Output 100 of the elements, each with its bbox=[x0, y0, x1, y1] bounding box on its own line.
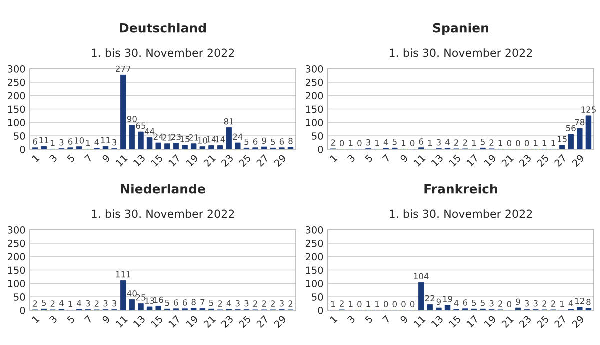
data-label: 23 bbox=[172, 134, 181, 140]
data-label: 13 bbox=[145, 298, 154, 304]
x-tick-label: 25 bbox=[536, 154, 550, 168]
data-label: 5 bbox=[42, 300, 46, 306]
data-label: 1 bbox=[68, 301, 72, 308]
data-label: 2 bbox=[463, 140, 468, 146]
data-label: 78 bbox=[575, 119, 585, 126]
x-tick-label: 7 bbox=[382, 154, 391, 163]
bar bbox=[156, 306, 162, 310]
data-label: 1 bbox=[534, 140, 538, 146]
data-label: 1 bbox=[402, 140, 406, 146]
data-label: 0 bbox=[402, 301, 406, 308]
data-label: 3 bbox=[112, 300, 117, 307]
x-tick-label: 19 bbox=[186, 154, 199, 167]
x-tick-label: 7 bbox=[84, 315, 93, 324]
data-label: 8 bbox=[586, 299, 591, 306]
x-tick-label: 1 bbox=[32, 316, 40, 324]
x-tick-label: 25 bbox=[536, 315, 550, 328]
bar bbox=[138, 132, 144, 150]
y-tick-label: 100 bbox=[8, 119, 26, 126]
data-label: 21 bbox=[189, 134, 198, 141]
data-label: 19 bbox=[443, 296, 452, 302]
data-label: 44 bbox=[144, 128, 155, 135]
data-label: 14 bbox=[207, 136, 216, 143]
bar bbox=[164, 144, 170, 150]
data-label: 1 bbox=[542, 140, 547, 146]
data-label: 0 bbox=[524, 140, 530, 146]
data-label: 3 bbox=[280, 300, 284, 307]
bar bbox=[577, 128, 583, 150]
chart-subtitle: 1. bis 30. November 2022 bbox=[390, 48, 532, 58]
bar bbox=[217, 146, 224, 150]
x-tick-label: 27 bbox=[554, 154, 567, 168]
x-tick-label: 11 bbox=[116, 154, 128, 167]
data-label: 0 bbox=[340, 140, 344, 146]
chart-subtitle: 1. bis 30. November 2022 bbox=[390, 210, 532, 218]
bar bbox=[200, 146, 206, 150]
data-label: 2 bbox=[542, 300, 546, 307]
data-label: 5 bbox=[209, 300, 214, 306]
x-tick-label: 1 bbox=[330, 154, 338, 163]
data-label: 16 bbox=[154, 296, 164, 304]
bar bbox=[235, 142, 241, 150]
data-label: 8 bbox=[288, 138, 293, 144]
y-tick-label: 150 bbox=[306, 266, 324, 274]
data-label: 0 bbox=[507, 301, 512, 308]
bar bbox=[129, 300, 136, 310]
data-label: 40 bbox=[127, 290, 137, 297]
x-tick-label: 11 bbox=[414, 154, 426, 167]
x-tick-label: 5 bbox=[364, 315, 374, 324]
data-label: 6 bbox=[280, 138, 284, 145]
data-label: 10 bbox=[74, 138, 84, 144]
data-label: 4 bbox=[59, 300, 64, 306]
y-tick-label: 0 bbox=[20, 306, 26, 314]
bar bbox=[191, 144, 197, 150]
data-label: 14 bbox=[216, 136, 226, 143]
x-tick-label: 21 bbox=[501, 315, 514, 328]
y-tick-label: 200 bbox=[8, 92, 26, 100]
x-tick-label: 5 bbox=[66, 154, 76, 163]
data-label: 1 bbox=[376, 301, 380, 308]
data-label: 5 bbox=[165, 300, 170, 306]
data-label: 12 bbox=[576, 298, 584, 304]
x-tick-label: 29 bbox=[572, 315, 585, 328]
data-label: 3 bbox=[436, 139, 441, 146]
data-label: 6 bbox=[182, 300, 188, 306]
x-tick-label: 17 bbox=[466, 315, 479, 328]
data-label: 5 bbox=[271, 138, 276, 146]
x-tick-label: 9 bbox=[102, 315, 111, 324]
data-label: 0 bbox=[384, 301, 388, 308]
x-tick-label: 11 bbox=[116, 316, 128, 328]
x-tick-label: 23 bbox=[518, 315, 532, 328]
bar bbox=[76, 146, 82, 150]
x-tick-label: 7 bbox=[382, 315, 391, 324]
data-label: 4 bbox=[446, 139, 450, 146]
data-label: 5 bbox=[472, 300, 476, 306]
y-tick-label: 100 bbox=[306, 119, 324, 126]
y-tick-label: 100 bbox=[8, 280, 26, 288]
data-label: 3 bbox=[104, 300, 108, 307]
data-label: 5 bbox=[244, 138, 249, 146]
data-label: 125 bbox=[582, 106, 596, 113]
x-tick-label: 3 bbox=[347, 315, 356, 324]
bar bbox=[208, 146, 214, 150]
data-label: 22 bbox=[425, 295, 435, 302]
chart-title: Frankreich bbox=[424, 184, 498, 194]
x-tick-label: 1 bbox=[330, 316, 338, 324]
x-tick-label: 15 bbox=[150, 315, 164, 328]
data-label: 2 bbox=[551, 300, 556, 307]
data-label: 3 bbox=[236, 300, 240, 307]
data-label: 1 bbox=[376, 140, 380, 146]
x-tick-label: 3 bbox=[49, 154, 58, 163]
data-label: 0 bbox=[392, 301, 398, 308]
data-label: 24 bbox=[154, 134, 164, 140]
data-label: 8 bbox=[192, 299, 196, 306]
bar bbox=[102, 146, 109, 150]
data-label: 2 bbox=[218, 300, 222, 307]
bar bbox=[120, 74, 126, 150]
data-label: 0 bbox=[516, 140, 520, 146]
data-label: 21 bbox=[162, 134, 172, 141]
data-label: 0 bbox=[358, 140, 362, 146]
data-label: 3 bbox=[60, 139, 64, 146]
data-label: 5 bbox=[480, 300, 485, 306]
data-label: 6 bbox=[33, 138, 38, 145]
